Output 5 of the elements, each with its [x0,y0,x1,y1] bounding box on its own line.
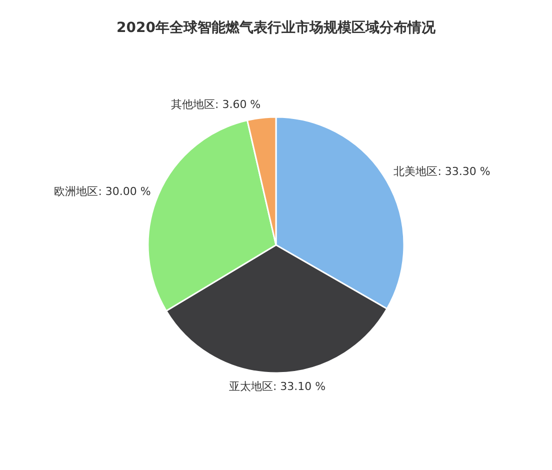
chart-title: 2020年全球智能燃气表行业市场规模区域分布情况 [116,19,436,36]
slice-label: 亚太地区: 33.10 % [228,380,326,393]
slice-label: 北美地区: 33.30 % [394,164,490,178]
slice-label: 其他地区: 3.60 % [170,98,261,111]
slice-label: 欧洲地区: 30.00 % [54,184,151,198]
